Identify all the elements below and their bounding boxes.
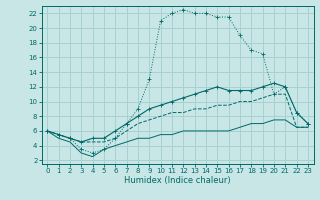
X-axis label: Humidex (Indice chaleur): Humidex (Indice chaleur): [124, 176, 231, 185]
